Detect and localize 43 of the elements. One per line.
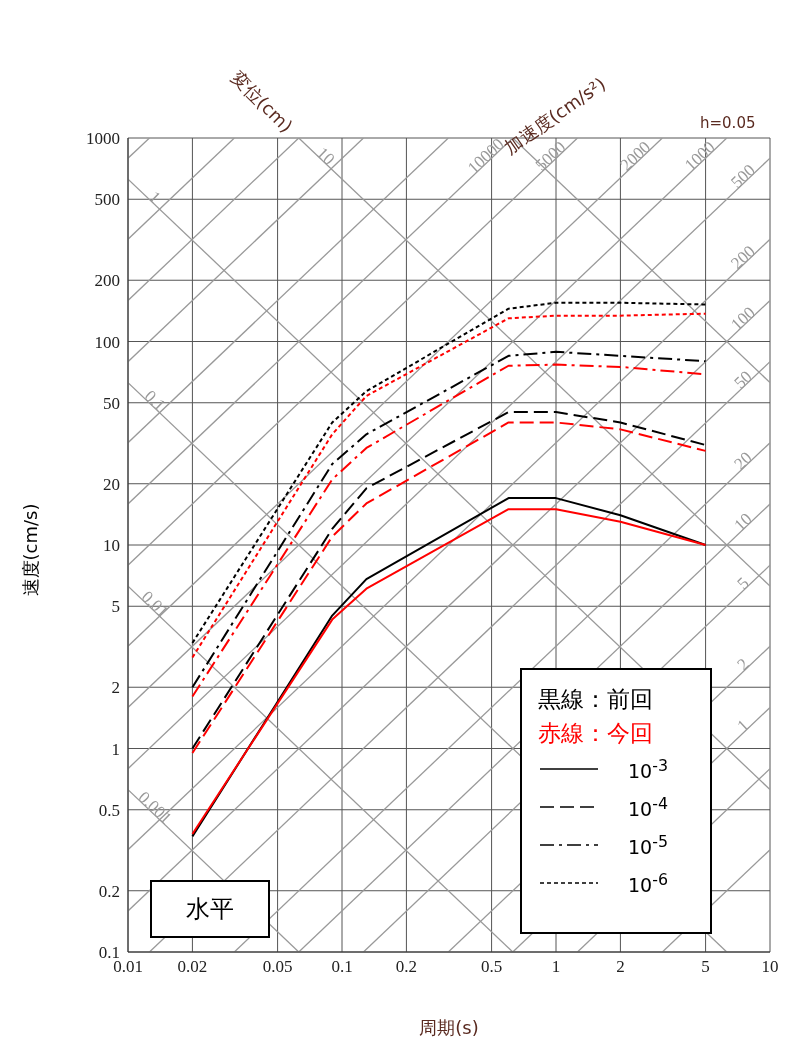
x-axis-title: 周期(s) — [418, 1016, 480, 1040]
x-tick-label: 1 — [551, 957, 561, 977]
annotation: 水平 — [150, 880, 270, 938]
y-tick-label: 5 — [111, 597, 120, 617]
x-tick-label: 0.01 — [113, 957, 143, 977]
x-tick-label: 10 — [761, 957, 779, 977]
x-tick-label: 0.2 — [395, 957, 418, 977]
text: 1000 — [680, 137, 719, 175]
y-tick-label: 500 — [94, 190, 120, 210]
y-tick-label: 0.2 — [98, 881, 120, 901]
y-tick-label: 200 — [94, 271, 120, 291]
text: 0.1 — [141, 386, 170, 415]
text: 0.01 — [138, 586, 173, 621]
legend-label: 10$^{-5}$ — [628, 831, 668, 859]
text: 500 — [726, 160, 759, 192]
y-tick-label: 50 — [103, 393, 120, 413]
y-tick-label: 1000 — [86, 129, 120, 149]
annotation: 黒線：前回 — [538, 685, 654, 714]
text: 100 — [726, 302, 759, 334]
y-axis-title: 速度(cm/s) — [19, 502, 42, 599]
legend-label: 10$^{-6}$ — [628, 869, 668, 897]
x-tick-label: 0.1 — [331, 957, 353, 977]
x-tick-label: 2 — [616, 957, 625, 977]
text: 1 — [733, 715, 753, 736]
y-tick-label: 20 — [103, 474, 120, 494]
legend-label: 10$^{-4}$ — [628, 793, 668, 821]
text: 10 — [313, 142, 339, 169]
text: 10 — [729, 508, 756, 535]
x-tick-label: 0.05 — [262, 957, 293, 977]
text: 20 — [729, 447, 756, 474]
legend-label: 10$^{-3}$ — [628, 755, 668, 783]
y-tick-label: 100 — [94, 332, 120, 352]
annotation: 赤線：今回 — [538, 719, 654, 748]
x-tick-label: 0.5 — [480, 957, 503, 977]
y-tick-label: 10 — [103, 536, 120, 556]
text: 50 — [729, 366, 756, 393]
x-tick-label: 5 — [701, 957, 710, 977]
y-tick-label: 2 — [111, 678, 120, 698]
y-tick-label: 0.5 — [98, 800, 120, 820]
x-tick-label: 0.02 — [177, 957, 208, 977]
y-tick-label: 1 — [111, 739, 120, 759]
text: h=0.05 — [700, 114, 756, 132]
text: 200 — [726, 241, 759, 273]
